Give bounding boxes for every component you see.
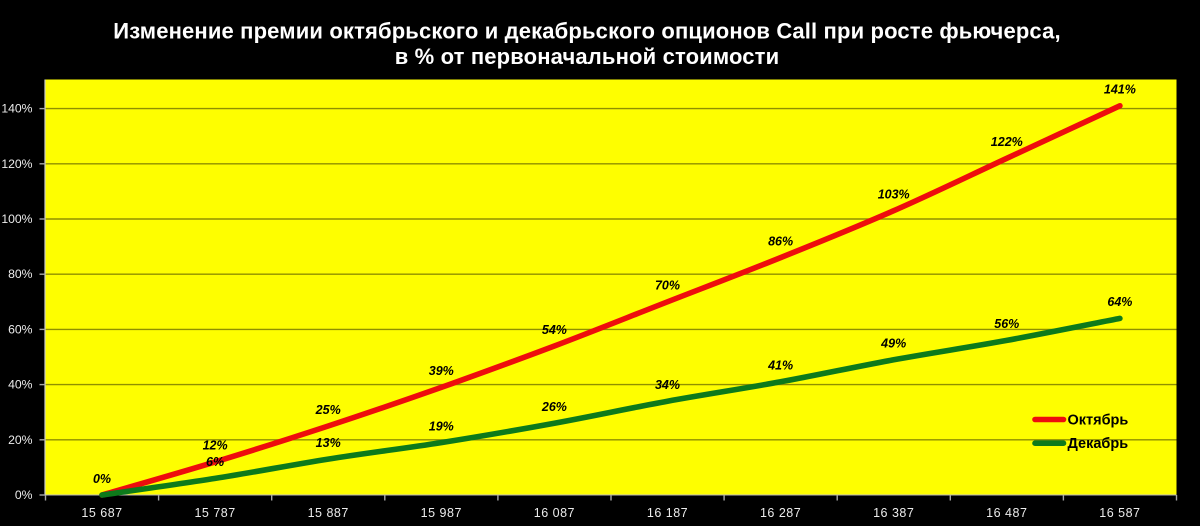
svg-text:140%: 140% bbox=[1, 102, 32, 116]
svg-text:103%: 103% bbox=[878, 188, 910, 202]
svg-text:141%: 141% bbox=[1104, 83, 1136, 97]
svg-text:15 787: 15 787 bbox=[194, 506, 235, 520]
svg-text:в % от первоначальной стоимост: в % от первоначальной стоимости bbox=[395, 44, 780, 69]
svg-text:34%: 34% bbox=[655, 378, 680, 392]
svg-text:120%: 120% bbox=[1, 157, 32, 171]
svg-text:70%: 70% bbox=[655, 279, 680, 293]
svg-text:20%: 20% bbox=[8, 433, 33, 447]
svg-text:60%: 60% bbox=[8, 322, 33, 336]
svg-text:41%: 41% bbox=[767, 359, 793, 373]
svg-text:122%: 122% bbox=[991, 135, 1023, 149]
svg-text:16 587: 16 587 bbox=[1099, 506, 1140, 520]
svg-text:100%: 100% bbox=[1, 212, 32, 226]
svg-text:15 687: 15 687 bbox=[81, 506, 122, 520]
svg-text:15 987: 15 987 bbox=[421, 506, 462, 520]
svg-text:0%: 0% bbox=[93, 472, 111, 486]
svg-text:0%: 0% bbox=[15, 488, 33, 502]
svg-text:86%: 86% bbox=[768, 234, 793, 248]
svg-text:56%: 56% bbox=[994, 317, 1019, 331]
svg-text:64%: 64% bbox=[1107, 295, 1132, 309]
svg-text:16 387: 16 387 bbox=[873, 506, 914, 520]
svg-text:13%: 13% bbox=[316, 436, 341, 450]
svg-text:16 287: 16 287 bbox=[760, 506, 801, 520]
svg-text:16 087: 16 087 bbox=[534, 506, 575, 520]
svg-text:40%: 40% bbox=[8, 378, 33, 392]
svg-text:Октябрь: Октябрь bbox=[1068, 413, 1129, 429]
svg-text:6%: 6% bbox=[206, 455, 224, 469]
svg-text:Декабрь: Декабрь bbox=[1068, 436, 1129, 452]
svg-text:Изменение премии октябрьского: Изменение премии октябрьского и декабрьс… bbox=[113, 19, 1060, 44]
svg-text:19%: 19% bbox=[429, 419, 454, 433]
svg-text:16 187: 16 187 bbox=[647, 506, 688, 520]
svg-text:15 887: 15 887 bbox=[308, 506, 349, 520]
svg-text:39%: 39% bbox=[429, 364, 454, 378]
svg-text:26%: 26% bbox=[541, 400, 567, 414]
svg-text:80%: 80% bbox=[8, 267, 33, 281]
svg-text:12%: 12% bbox=[203, 439, 228, 453]
svg-text:49%: 49% bbox=[880, 337, 906, 351]
svg-text:25%: 25% bbox=[315, 403, 341, 417]
svg-text:16 487: 16 487 bbox=[986, 506, 1027, 520]
svg-text:54%: 54% bbox=[542, 323, 567, 337]
